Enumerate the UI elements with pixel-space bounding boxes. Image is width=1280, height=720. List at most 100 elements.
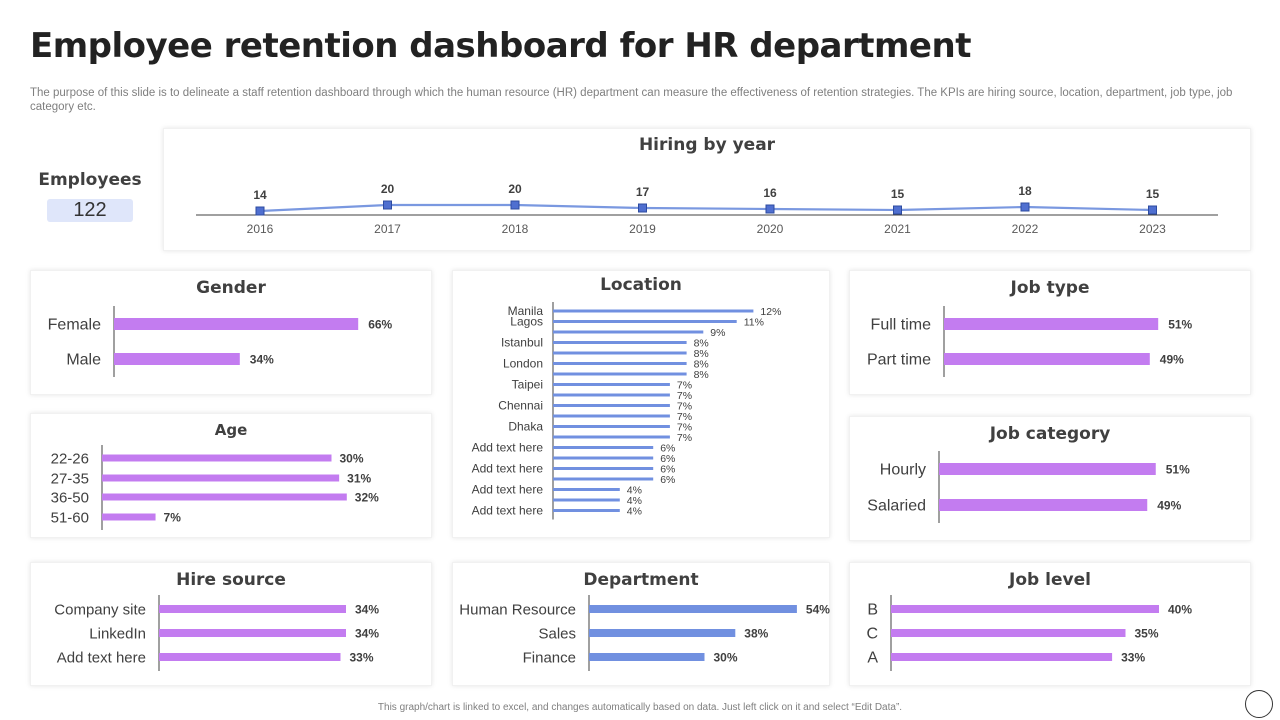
hiring-x-tick-label: 2019 — [629, 222, 656, 236]
dept-bar — [589, 629, 736, 637]
location-data-label: 7% — [677, 432, 692, 444]
dept-category-label: Human Resource — [459, 601, 576, 618]
hiring-x-tick-label: 2023 — [1139, 222, 1166, 236]
corner-circle — [1245, 690, 1273, 718]
employees-label: Employees — [38, 170, 142, 190]
age-bar — [102, 454, 332, 462]
joblevel-category-label: B — [867, 602, 878, 619]
location-bar — [553, 456, 654, 460]
location-bar — [553, 467, 654, 470]
joblevel-category-label: A — [867, 650, 878, 667]
location-bar — [553, 446, 654, 449]
location-data-label: 6% — [660, 442, 675, 454]
dept-bar — [589, 605, 797, 613]
jobcat-data-label: 49% — [1157, 499, 1181, 513]
jobcat-category-label: Hourly — [880, 462, 926, 479]
joblevel-chart: 40% B 35% C 33% A — [866, 595, 1192, 671]
hiring-chart: 14 2016 20 2017 20 2018 17 2019 16 2020 15 2021 18 20… — [196, 182, 1218, 236]
jobcat-bar — [939, 463, 1156, 475]
hiring-data-label: 18 — [1018, 184, 1032, 198]
gender-title: Gender — [196, 278, 266, 298]
hire-card: Hire source 34% Company site 34% LinkedIn 33… — [30, 562, 432, 686]
gender-category-label: Female — [48, 317, 101, 334]
location-category-label: Add text here — [472, 441, 544, 455]
location-data-label: 4% — [627, 505, 642, 517]
location-bar — [553, 498, 620, 502]
hiring-point — [638, 203, 647, 213]
hiring-x-tick-label: 2021 — [884, 222, 911, 236]
dept-category-label: Sales — [538, 625, 576, 642]
gender-chart: 66% Female 34% Male — [48, 306, 393, 377]
location-category-label: Add text here — [472, 483, 544, 497]
jobcat-title: Job category — [989, 424, 1111, 444]
dept-data-label: 30% — [714, 651, 738, 665]
hiring-series-line — [259, 203, 1153, 213]
jobtype-data-label: 51% — [1168, 318, 1192, 332]
gender-data-label: 66% — [368, 318, 392, 332]
location-bar — [553, 488, 620, 491]
page-title: Employee retention dashboard for HR depa… — [30, 26, 971, 66]
hire-data-label: 34% — [355, 627, 379, 641]
hiring-x-tick-label: 2020 — [757, 222, 784, 236]
dept-title: Department — [583, 570, 699, 590]
age-data-label: 31% — [347, 472, 371, 486]
location-bar — [553, 309, 754, 313]
location-category-label: Lagos — [510, 315, 543, 329]
location-data-label: 7% — [677, 379, 692, 391]
dept-data-label: 38% — [744, 627, 768, 641]
age-category-label: 27-35 — [51, 470, 89, 487]
location-data-label: 4% — [627, 484, 642, 496]
location-data-label: 4% — [627, 495, 642, 507]
location-category-label: Add text here — [472, 462, 544, 476]
location-title: Location — [600, 275, 682, 295]
jobtype-bar — [944, 353, 1150, 365]
hire-category-label: Add text here — [57, 649, 146, 666]
jobcat-bar — [939, 499, 1148, 511]
location-data-label: 9% — [710, 327, 725, 339]
age-category-label: 36-50 — [51, 489, 89, 506]
employees-value: 122 — [47, 199, 133, 222]
location-category-label: Taipei — [512, 378, 543, 392]
age-card: Age 30% 22-26 31% 27-35 32% 36-50 7% 51-60 — [30, 413, 432, 538]
jobtype-category-label: Part time — [867, 352, 931, 369]
hiring-x-tick-label: 2017 — [374, 222, 401, 236]
location-bar — [553, 477, 654, 481]
dept-category-label: Finance — [523, 649, 576, 666]
age-title: Age — [214, 421, 248, 439]
jobcat-category-label: Salaried — [867, 498, 926, 515]
dept-chart: 54% Human Resource 38% Sales 30% Finance — [459, 595, 830, 671]
location-category-label: London — [503, 357, 543, 371]
jobtype-bar — [944, 318, 1159, 330]
hiring-data-label: 15 — [891, 187, 905, 201]
jobcat-card: Job category 51% Hourly 49% Salaried — [849, 416, 1251, 541]
age-data-label: 30% — [340, 452, 364, 466]
hiring-data-label: 15 — [1146, 187, 1160, 201]
location-bar — [553, 362, 687, 365]
hiring-data-label: 14 — [253, 188, 267, 202]
location-bar — [553, 330, 704, 334]
location-bar — [553, 351, 687, 355]
hire-bar — [159, 629, 346, 637]
location-data-label: 7% — [677, 390, 692, 402]
hiring-point — [1148, 205, 1157, 215]
joblevel-data-label: 33% — [1121, 651, 1145, 665]
age-category-label: 51-60 — [51, 509, 89, 526]
hire-bar — [159, 605, 346, 613]
joblevel-bar — [891, 653, 1113, 661]
hiring-data-label: 20 — [508, 182, 522, 196]
location-data-label: 7% — [677, 411, 692, 423]
location-category-label: Istanbul — [501, 336, 543, 350]
jobtype-data-label: 49% — [1160, 353, 1184, 367]
location-data-label: 6% — [660, 474, 675, 486]
location-data-label: 7% — [677, 421, 692, 433]
hiring-card: Hiring by year 14 2016 20 2017 20 2018 17 2019 1… — [163, 128, 1251, 251]
location-data-label: 8% — [694, 358, 709, 370]
location-bar — [553, 414, 670, 418]
location-data-label: 11% — [744, 316, 764, 328]
jobtype-card: Job type 51% Full time 49% Part time — [849, 270, 1251, 395]
joblevel-data-label: 40% — [1168, 603, 1192, 617]
hire-category-label: Company site — [54, 601, 146, 618]
age-category-label: 22-26 — [51, 450, 89, 467]
location-data-label: 7% — [677, 400, 692, 412]
hire-data-label: 34% — [355, 603, 379, 617]
